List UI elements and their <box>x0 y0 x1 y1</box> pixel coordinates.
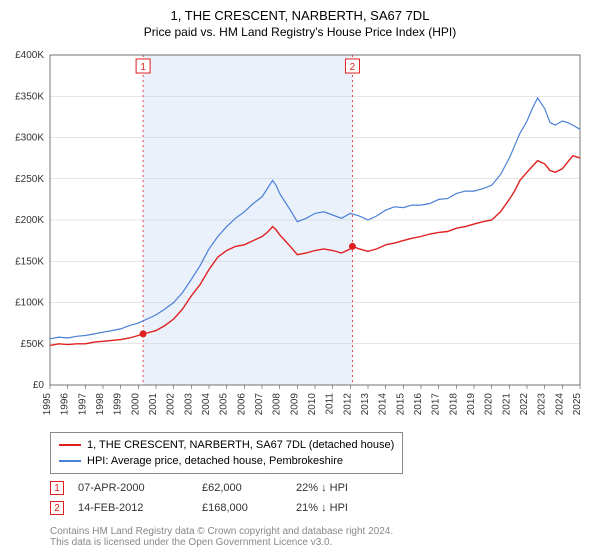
svg-text:1: 1 <box>140 62 146 73</box>
chart-title: 1, THE CRESCENT, NARBERTH, SA67 7DL <box>0 0 600 23</box>
svg-text:£400K: £400K <box>15 50 44 61</box>
svg-text:1999: 1999 <box>113 393 124 416</box>
svg-text:2013: 2013 <box>360 393 371 416</box>
svg-text:£300K: £300K <box>15 133 44 144</box>
svg-text:£150K: £150K <box>15 256 44 267</box>
svg-text:2010: 2010 <box>307 393 318 416</box>
svg-text:2020: 2020 <box>484 393 495 416</box>
svg-text:2009: 2009 <box>289 393 300 416</box>
chart-container: 1, THE CRESCENT, NARBERTH, SA67 7DL Pric… <box>0 0 600 560</box>
svg-text:£350K: £350K <box>15 91 44 102</box>
sale-date: 14-FEB-2012 <box>78 502 188 514</box>
svg-text:2018: 2018 <box>448 393 459 416</box>
chart-legend: 1, THE CRESCENT, NARBERTH, SA67 7DL (det… <box>50 432 403 474</box>
svg-text:1997: 1997 <box>77 393 88 416</box>
legend-item: 1, THE CRESCENT, NARBERTH, SA67 7DL (det… <box>59 437 394 453</box>
sale-date: 07-APR-2000 <box>78 482 188 494</box>
svg-text:2000: 2000 <box>130 393 141 416</box>
svg-text:2023: 2023 <box>537 393 548 416</box>
sale-pct: 22% ↓ HPI <box>296 482 348 494</box>
legend-swatch <box>59 444 81 446</box>
footer-line-2: This data is licensed under the Open Gov… <box>50 537 393 548</box>
svg-text:2007: 2007 <box>254 393 265 416</box>
svg-text:2011: 2011 <box>325 393 336 415</box>
svg-text:2008: 2008 <box>272 393 283 416</box>
svg-text:2014: 2014 <box>378 393 389 416</box>
sale-row: 2 14-FEB-2012 £168,000 21% ↓ HPI <box>50 498 348 518</box>
svg-text:2025: 2025 <box>572 393 583 416</box>
sale-marker: 2 <box>50 501 64 515</box>
svg-text:2002: 2002 <box>166 393 177 416</box>
svg-text:2024: 2024 <box>554 393 565 416</box>
sale-price: £62,000 <box>202 482 282 494</box>
legend-swatch <box>59 460 81 462</box>
legend-item: HPI: Average price, detached house, Pemb… <box>59 453 394 469</box>
price-chart: £0 £50K £100K £150K £200K £250K £300K £350K £400… <box>0 45 600 425</box>
svg-text:2017: 2017 <box>431 393 442 416</box>
svg-text:2022: 2022 <box>519 393 530 416</box>
svg-text:2015: 2015 <box>395 393 406 416</box>
svg-text:2016: 2016 <box>413 393 424 416</box>
svg-text:2006: 2006 <box>236 393 247 416</box>
sales-table: 1 07-APR-2000 £62,000 22% ↓ HPI 2 14-FEB-2012… <box>50 478 348 518</box>
svg-text:1995: 1995 <box>42 393 53 416</box>
sale-price: £168,000 <box>202 502 282 514</box>
svg-text:2004: 2004 <box>201 393 212 416</box>
footer-line-1: Contains HM Land Registry data © Crown c… <box>50 526 393 537</box>
attribution-footer: Contains HM Land Registry data © Crown c… <box>50 526 393 548</box>
legend-label: HPI: Average price, detached house, Pemb… <box>87 455 343 467</box>
svg-text:1998: 1998 <box>95 393 106 416</box>
svg-text:2003: 2003 <box>183 393 194 416</box>
sale-row: 1 07-APR-2000 £62,000 22% ↓ HPI <box>50 478 348 498</box>
svg-text:£250K: £250K <box>15 174 44 185</box>
svg-text:2021: 2021 <box>501 393 512 416</box>
svg-text:2005: 2005 <box>219 393 230 416</box>
svg-text:1996: 1996 <box>60 393 71 416</box>
svg-text:2019: 2019 <box>466 393 477 416</box>
svg-text:£0: £0 <box>33 380 45 391</box>
svg-text:2001: 2001 <box>148 393 159 416</box>
svg-text:£200K: £200K <box>15 215 44 226</box>
svg-text:2012: 2012 <box>342 393 353 416</box>
chart-subtitle: Price paid vs. HM Land Registry's House … <box>0 23 600 45</box>
legend-label: 1, THE CRESCENT, NARBERTH, SA67 7DL (det… <box>87 439 394 451</box>
sale-marker: 1 <box>50 481 64 495</box>
sale-pct: 21% ↓ HPI <box>296 502 348 514</box>
svg-text:£50K: £50K <box>21 339 45 350</box>
svg-text:£100K: £100K <box>15 298 44 309</box>
svg-text:2: 2 <box>350 62 356 73</box>
